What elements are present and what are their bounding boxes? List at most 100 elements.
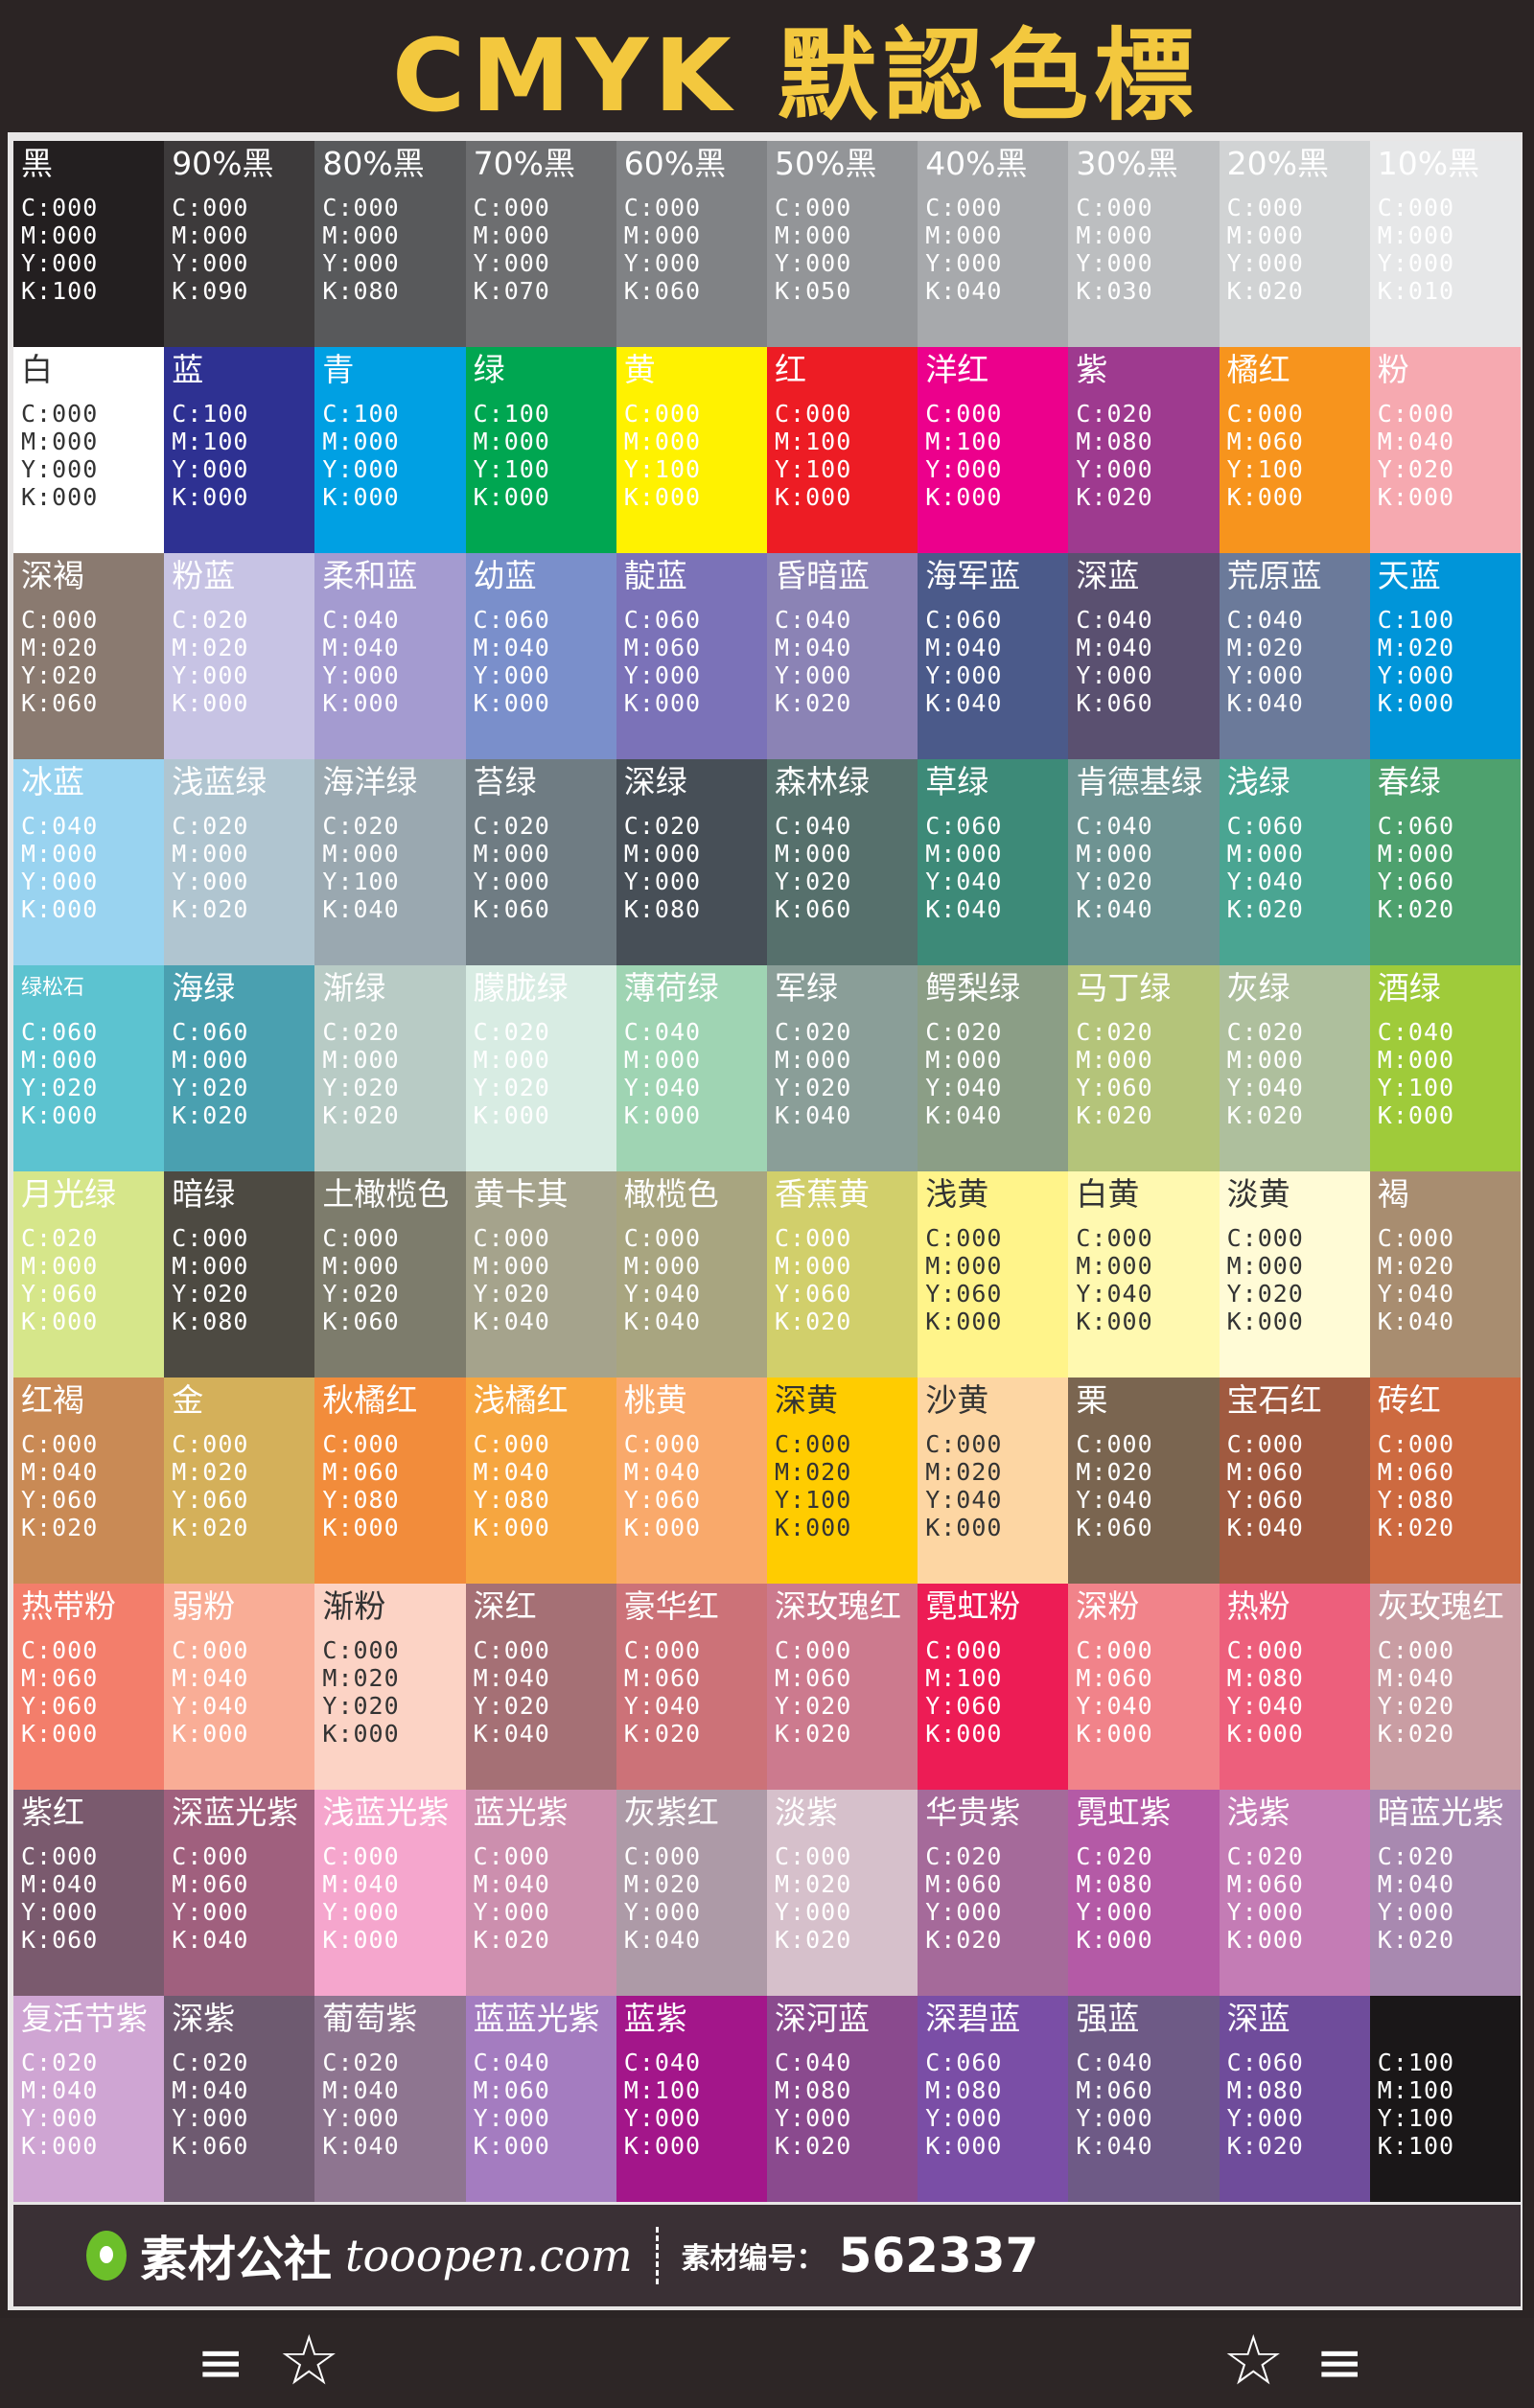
cmyk-values: C:040 M:000 Y:020 K:040 <box>1076 812 1213 923</box>
cmyk-values: C:040 M:040 Y:000 K:020 <box>775 606 912 717</box>
swatch-name: 40%黑 <box>925 145 1028 182</box>
swatch-name: 马丁绿 <box>1076 969 1172 1007</box>
swatch-name: 热粉 <box>1226 1587 1290 1625</box>
cmyk-value: M:020 <box>172 634 249 661</box>
cmyk-value: Y:000 <box>473 249 550 277</box>
cmyk-value: M:000 <box>774 221 852 249</box>
cmyk-values: C:020 M:000 Y:040 K:040 <box>925 1018 1062 1129</box>
color-swatch: 粉蓝 C:020 M:020 Y:000 K:000 <box>164 553 315 759</box>
cmyk-value: C:020 <box>322 2049 400 2076</box>
cmyk-value: K:000 <box>322 1720 400 1748</box>
cmyk-value: C:000 <box>1377 400 1455 428</box>
cmyk-value: Y:000 <box>21 1898 99 1926</box>
cmyk-value: M:060 <box>473 2076 550 2104</box>
color-swatch: 春绿 C:060 M:000 Y:060 K:020 <box>1369 759 1521 965</box>
cmyk-value: C:100 <box>473 400 550 428</box>
cmyk-values: C:020 M:040 Y:000 K:040 <box>322 2049 459 2160</box>
color-swatch: 马丁绿 C:020 M:000 Y:060 K:020 <box>1068 965 1220 1171</box>
cmyk-value: C:060 <box>1377 812 1455 840</box>
cmyk-value: K:040 <box>925 689 1003 717</box>
color-swatch: 60%黑 C:000 M:000 Y:000 K:060 <box>616 141 767 347</box>
cmyk-values: C:000 M:060 Y:100 K:000 <box>1227 400 1364 511</box>
cmyk-value: K:040 <box>473 1308 550 1335</box>
cmyk-value: Y:060 <box>172 1486 249 1514</box>
cmyk-value: M:000 <box>623 1046 702 1074</box>
cmyk-values: C:000 M:060 Y:060 K:040 <box>1227 1430 1364 1541</box>
cmyk-values: C:040 M:000 Y:000 K:000 <box>21 812 158 923</box>
color-swatch: 白黄 C:000 M:000 Y:040 K:000 <box>1068 1171 1220 1378</box>
swatch-name: 深蓝 <box>1076 557 1140 594</box>
cmyk-values: C:100 M:000 Y:100 K:000 <box>474 400 611 511</box>
cmyk-value: M:000 <box>1076 1252 1153 1280</box>
color-swatch: 浅绿 C:060 M:000 Y:040 K:020 <box>1219 759 1370 965</box>
cmyk-value: C:000 <box>473 1842 550 1870</box>
cmyk-value: M:040 <box>623 1458 702 1486</box>
cmyk-values: C:000 M:020 Y:040 K:040 <box>1378 1224 1515 1335</box>
cmyk-value: Y:020 <box>21 1074 99 1101</box>
cmyk-value: K:020 <box>172 895 249 923</box>
cmyk-value: Y:020 <box>774 1692 852 1720</box>
color-swatch: 华贵紫 C:020 M:060 Y:000 K:020 <box>918 1790 1069 1996</box>
cmyk-value: M:040 <box>774 634 852 661</box>
cmyk-value: M:060 <box>1377 1458 1455 1486</box>
cmyk-value: K:000 <box>925 1514 1003 1541</box>
swatch-name: 橄榄色 <box>623 1175 719 1213</box>
cmyk-value: K:020 <box>1377 1514 1455 1541</box>
cmyk-value: Y:000 <box>172 661 249 689</box>
watermark-band <box>13 2205 1521 2306</box>
color-swatch: 黄卡其 C:000 M:000 Y:020 K:040 <box>465 1171 616 1378</box>
color-swatch: 绿 C:100 M:000 Y:100 K:000 <box>465 347 616 553</box>
cmyk-values: C:000 M:040 Y:040 K:000 <box>172 1636 309 1748</box>
cmyk-value: K:020 <box>172 1514 249 1541</box>
cmyk-value: K:060 <box>21 1926 99 1954</box>
swatch-name: 荒原蓝 <box>1226 557 1322 594</box>
cmyk-value: C:000 <box>1377 194 1455 221</box>
cmyk-value: M:000 <box>1377 221 1455 249</box>
swatch-name: 灰绿 <box>1226 969 1290 1007</box>
cmyk-value: K:090 <box>172 277 249 305</box>
cmyk-value: C:040 <box>1226 606 1304 634</box>
swatch-name: 淡黄 <box>1226 1175 1290 1213</box>
cmyk-value: K:000 <box>473 483 550 511</box>
cmyk-values: C:000 M:020 Y:040 K:000 <box>925 1430 1062 1541</box>
cmyk-values: C:020 M:000 Y:100 K:040 <box>322 812 459 923</box>
swatch-name: 紫红 <box>21 1794 84 1831</box>
cmyk-value: C:000 <box>322 194 400 221</box>
color-swatch: C:100 M:100 Y:100 K:100 <box>1369 1996 1521 2202</box>
swatch-name: 军绿 <box>774 969 838 1007</box>
cmyk-value: Y:000 <box>1226 2104 1304 2132</box>
cmyk-values: C:000 M:040 Y:080 K:000 <box>474 1430 611 1541</box>
cmyk-value: C:000 <box>1377 1224 1455 1252</box>
cmyk-value: K:040 <box>1076 895 1153 923</box>
swatch-name: 浅黄 <box>925 1175 989 1213</box>
cmyk-value: K:000 <box>21 895 99 923</box>
cmyk-value: K:000 <box>1226 1720 1304 1748</box>
cmyk-values: C:020 M:000 Y:020 K:000 <box>474 1018 611 1129</box>
cmyk-value: M:040 <box>1377 1664 1455 1692</box>
cmyk-values: C:000 M:100 Y:060 K:000 <box>925 1636 1062 1748</box>
cmyk-value: C:000 <box>1076 1430 1153 1458</box>
cmyk-value: M:000 <box>774 1252 852 1280</box>
cmyk-value: Y:020 <box>322 1280 400 1308</box>
color-swatch: 秋橘红 C:000 M:060 Y:080 K:000 <box>314 1378 466 1584</box>
cmyk-value: C:020 <box>1226 1842 1304 1870</box>
cmyk-value: M:020 <box>1377 634 1455 661</box>
cmyk-values: C:000 M:000 Y:020 K:080 <box>172 1224 309 1335</box>
cmyk-value: K:000 <box>473 1101 550 1129</box>
swatch-name: 靛蓝 <box>623 557 687 594</box>
swatch-name: 苔绿 <box>473 763 537 800</box>
cmyk-value: K:080 <box>322 277 400 305</box>
watermark-url: tooopen.com <box>345 2230 633 2281</box>
color-swatch: 热粉 C:000 M:080 Y:040 K:000 <box>1219 1584 1370 1790</box>
cmyk-value: Y:000 <box>473 868 550 895</box>
cmyk-value: K:020 <box>774 689 852 717</box>
cmyk-value: C:060 <box>1226 812 1304 840</box>
cmyk-value: Y:000 <box>623 868 702 895</box>
cmyk-values: C:020 M:000 Y:000 K:020 <box>172 812 309 923</box>
cmyk-value: K:000 <box>623 1101 702 1129</box>
swatch-name: 酒绿 <box>1377 969 1441 1007</box>
color-swatch: 朦胧绿 C:020 M:000 Y:020 K:000 <box>465 965 616 1171</box>
cmyk-value: M:040 <box>1377 1870 1455 1898</box>
cmyk-value: K:040 <box>623 1926 702 1954</box>
cmyk-value: M:000 <box>623 428 702 455</box>
